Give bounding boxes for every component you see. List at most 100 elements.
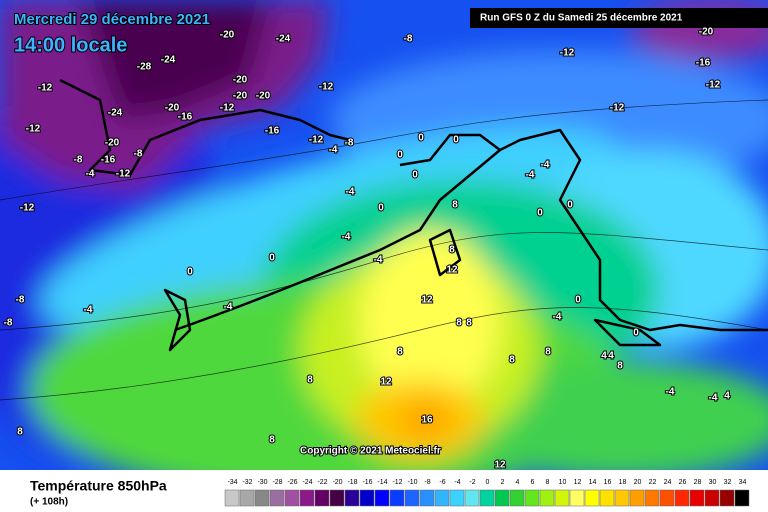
isotherm-label: -4 xyxy=(342,232,351,243)
scale-swatch xyxy=(374,489,390,507)
isotherm-label: -4 xyxy=(541,160,550,171)
isotherm-label: -20 xyxy=(165,103,180,114)
isotherm-label: -8 xyxy=(404,34,413,45)
scale-label: -20 xyxy=(332,479,342,486)
scale-swatch xyxy=(479,489,495,507)
isotherm-label: -16 xyxy=(178,112,193,123)
isotherm-label: 0 xyxy=(567,200,573,211)
scale-label: 20 xyxy=(634,479,642,486)
scale-swatch xyxy=(644,489,660,507)
scale-swatch xyxy=(524,489,540,507)
scale-label: 26 xyxy=(679,479,687,486)
scale-label: 6 xyxy=(531,479,535,486)
scale-label: -4 xyxy=(454,479,460,486)
scale-swatch xyxy=(464,489,480,507)
isotherm-label: 12 xyxy=(421,295,433,306)
isotherm-label: 0 xyxy=(453,135,459,146)
run-banner xyxy=(470,8,768,28)
scale-label: 4 xyxy=(516,479,520,486)
isotherm-label: 12 xyxy=(380,377,392,388)
isotherm-label: -16 xyxy=(101,155,116,166)
scale-swatch xyxy=(734,489,750,507)
scale-label: 14 xyxy=(589,479,597,486)
scale-label: 10 xyxy=(559,479,567,486)
isotherm-label: -20 xyxy=(256,91,271,102)
isotherm-label: -4 xyxy=(329,145,338,156)
isotherm-label: -28 xyxy=(137,62,152,73)
scale-label: -30 xyxy=(257,479,267,486)
scale-swatch xyxy=(509,489,525,507)
isotherm-label: -4 xyxy=(526,170,535,181)
scale-swatch xyxy=(554,489,570,507)
isotherm-label: -4 xyxy=(709,393,718,404)
scale-label: 22 xyxy=(649,479,657,486)
scale-label: 16 xyxy=(604,479,612,486)
isotherm-label: 0 xyxy=(412,170,418,181)
isotherm-label: 0 xyxy=(575,295,581,306)
isotherm-label: 0 xyxy=(537,208,543,219)
isotherm-label: -8 xyxy=(16,295,25,306)
isotherm-label: 8 xyxy=(545,347,551,358)
isotherm-label: -4 xyxy=(86,169,95,180)
scale-swatch xyxy=(269,489,285,507)
scale-label: -6 xyxy=(439,479,445,486)
scale-swatch xyxy=(284,489,300,507)
scale-label: -16 xyxy=(362,479,372,486)
scale-swatch xyxy=(254,489,270,507)
scale-label: -12 xyxy=(392,479,402,486)
scale-label: 2 xyxy=(501,479,505,486)
isotherm-label: 12 xyxy=(446,265,458,276)
isotherm-label: 8 xyxy=(466,318,472,329)
isotherm-label: 8 xyxy=(397,347,403,358)
scale-label: -24 xyxy=(302,479,312,486)
scale-label: 28 xyxy=(694,479,702,486)
isotherm-label: 4 xyxy=(608,351,614,362)
scale-swatch xyxy=(689,489,705,507)
scale-swatch xyxy=(539,489,555,507)
isotherm-label: -16 xyxy=(696,58,711,69)
scale-swatch xyxy=(224,489,240,507)
isotherm-label: -12 xyxy=(610,103,625,114)
isotherm-label: -24 xyxy=(161,55,176,66)
scale-label: 30 xyxy=(709,479,717,486)
isotherm-label: -20 xyxy=(220,30,235,41)
isotherm-label: 0 xyxy=(633,328,639,339)
forecast-time: 14:00 locale xyxy=(14,34,127,56)
scale-swatch xyxy=(434,489,450,507)
isotherm-label: -12 xyxy=(220,103,235,114)
scale-swatch xyxy=(674,489,690,507)
isotherm-label: 8 xyxy=(456,318,462,329)
scale-label: -34 xyxy=(227,479,237,486)
isotherm-label: 4 xyxy=(724,391,730,402)
lead-time: (+ 108h) xyxy=(30,497,68,508)
scale-label: 12 xyxy=(574,479,582,486)
scale-label: 24 xyxy=(664,479,672,486)
scale-swatch xyxy=(404,489,420,507)
scale-swatch xyxy=(449,489,465,507)
isotherm-label: 12 xyxy=(494,460,506,471)
isotherm-label: -4 xyxy=(374,255,383,266)
scale-swatch xyxy=(329,489,345,507)
isotherm-label: 0 xyxy=(187,267,193,278)
isotherm-label: -12 xyxy=(116,169,131,180)
scale-label: 8 xyxy=(546,479,550,486)
scale-swatch xyxy=(419,489,435,507)
isotherm-label: -20 xyxy=(105,138,120,149)
scale-swatch xyxy=(704,489,720,507)
isotherm-label: -24 xyxy=(108,108,123,119)
scale-label: -32 xyxy=(242,479,252,486)
isotherm-label: -16 xyxy=(265,126,280,137)
run-info: Run GFS 0 Z du Samedi 25 décembre 2021 xyxy=(480,13,683,24)
isotherm-label: -20 xyxy=(233,75,248,86)
isotherm-label: -8 xyxy=(134,149,143,160)
scale-swatch xyxy=(344,489,360,507)
isotherm-label: -8 xyxy=(74,155,83,166)
isotherm-label: -4 xyxy=(553,312,562,323)
scale-swatch xyxy=(629,489,645,507)
scale-label: 18 xyxy=(619,479,627,486)
scale-swatch xyxy=(389,489,405,507)
isotherm-label: 16 xyxy=(421,415,433,426)
isotherm-label: 4 xyxy=(601,351,607,362)
